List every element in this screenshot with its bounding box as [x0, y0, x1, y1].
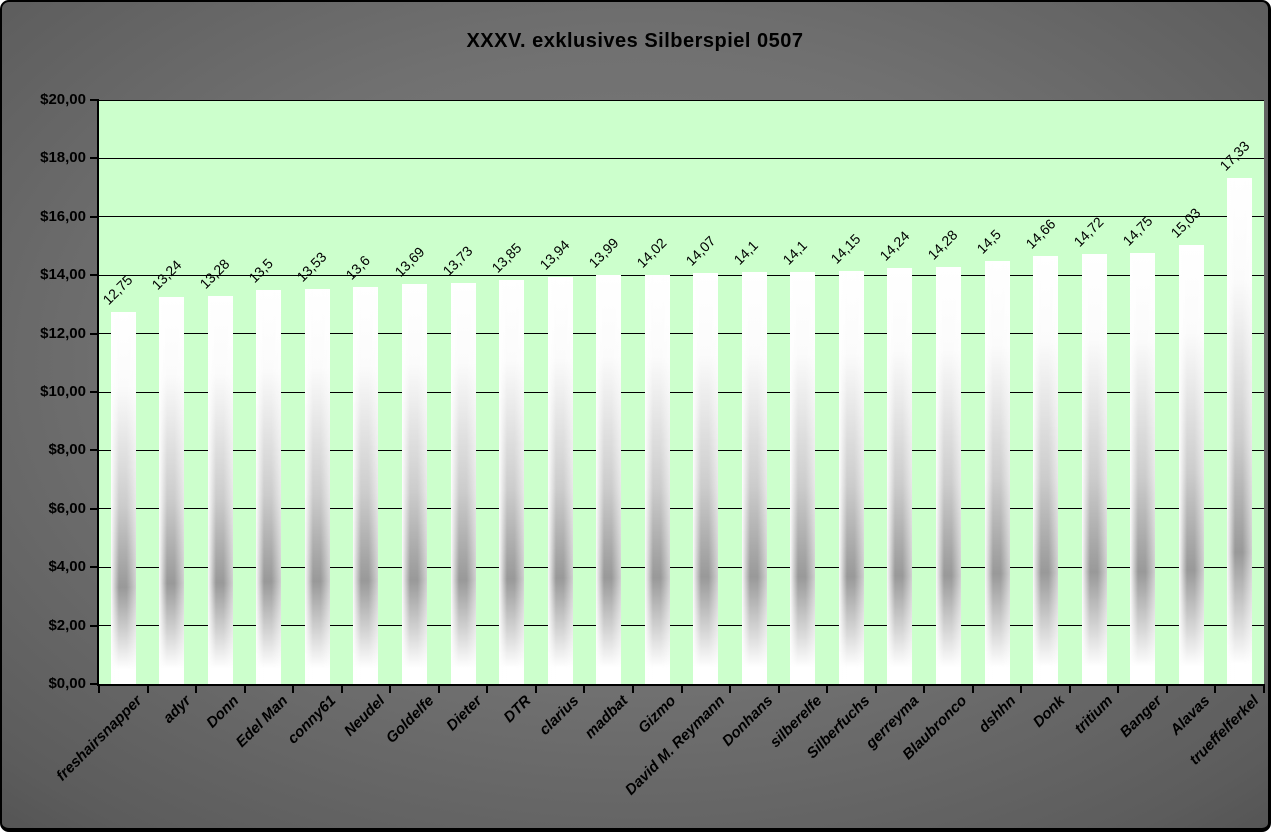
y-axis-tick	[90, 274, 99, 277]
x-axis-tick	[583, 684, 586, 693]
bar	[1081, 254, 1107, 684]
bar	[644, 274, 670, 684]
x-axis-tick	[437, 684, 440, 693]
x-axis-tick	[1263, 684, 1265, 693]
y-axis-tick	[90, 215, 99, 218]
gridline	[99, 508, 1264, 510]
y-axis-tick	[90, 683, 99, 685]
y-axis-label: $10,00	[40, 383, 86, 400]
x-axis-tick	[486, 684, 489, 693]
y-axis-label: $16,00	[40, 207, 86, 225]
x-axis-tick	[971, 684, 974, 693]
bar	[547, 276, 573, 684]
gridline	[99, 157, 1264, 159]
gridline	[99, 216, 1264, 218]
x-axis-tick	[826, 684, 829, 693]
bar	[984, 260, 1010, 684]
y-axis-tick	[90, 157, 99, 160]
x-axis-tick	[729, 684, 732, 693]
bar	[207, 296, 233, 684]
y-axis-label: $4,00	[48, 558, 86, 576]
bar	[838, 270, 864, 684]
y-axis-tick	[90, 332, 99, 335]
bar	[159, 297, 185, 684]
bar	[1033, 255, 1059, 684]
x-axis-tick	[534, 684, 537, 693]
x-axis-tick	[243, 684, 246, 693]
gridline	[99, 625, 1264, 627]
chart-title: XXXV. exklusives Silberspiel 0507	[466, 30, 804, 52]
x-axis-tick	[340, 684, 343, 693]
x-axis-tick	[292, 684, 295, 693]
y-axis-label: $12,00	[40, 324, 86, 342]
bar	[596, 275, 622, 684]
x-axis-tick	[680, 684, 683, 693]
bar	[110, 311, 136, 684]
bar	[353, 286, 379, 684]
bar	[887, 268, 913, 684]
y-axis-label: $14,00	[40, 266, 86, 284]
x-axis-tick	[874, 684, 877, 693]
gridline	[99, 449, 1264, 451]
x-axis-tick	[1165, 684, 1168, 693]
x-axis-tick	[195, 684, 198, 693]
x-axis-tick	[1214, 684, 1217, 693]
bar	[741, 272, 767, 684]
x-axis-tick	[1117, 684, 1120, 693]
x-axis-tick	[98, 684, 100, 693]
y-axis-label: $2,00	[48, 616, 86, 634]
bar	[450, 283, 476, 684]
y-axis-tick	[90, 391, 99, 393]
y-axis-tick	[90, 624, 99, 627]
x-axis-tick	[1020, 684, 1023, 693]
gridline	[99, 99, 1264, 101]
y-axis-line	[97, 99, 99, 686]
y-axis-tick	[90, 449, 99, 452]
bar	[1130, 253, 1156, 684]
gridline	[99, 566, 1264, 568]
bar	[499, 279, 525, 684]
bar	[1178, 245, 1204, 684]
x-axis-tick	[777, 684, 780, 693]
y-axis-tick	[90, 99, 99, 101]
y-axis-tick	[90, 566, 99, 569]
gridline	[99, 391, 1264, 393]
x-axis-tick	[631, 684, 634, 693]
x-axis-tick	[146, 684, 149, 693]
x-axis-tick	[389, 684, 392, 693]
bar	[693, 273, 719, 684]
bar	[1227, 177, 1253, 684]
bar	[935, 267, 961, 684]
x-axis-tick	[1068, 684, 1071, 693]
bar	[256, 289, 282, 684]
y-axis-label: $20,00	[40, 91, 86, 108]
bar	[304, 288, 330, 684]
y-axis-tick	[90, 507, 99, 510]
y-axis-label: $0,00	[48, 675, 86, 692]
x-axis-line	[97, 684, 1264, 686]
gridline	[99, 333, 1264, 335]
y-axis-label: $8,00	[48, 441, 86, 459]
bar	[402, 284, 428, 684]
y-axis-label: $6,00	[48, 499, 86, 517]
y-axis-label: $18,00	[40, 149, 86, 167]
bar	[790, 272, 816, 684]
gridline	[99, 274, 1264, 276]
category-label: trueffelferkel	[1185, 692, 1263, 769]
x-axis-tick	[923, 684, 926, 693]
